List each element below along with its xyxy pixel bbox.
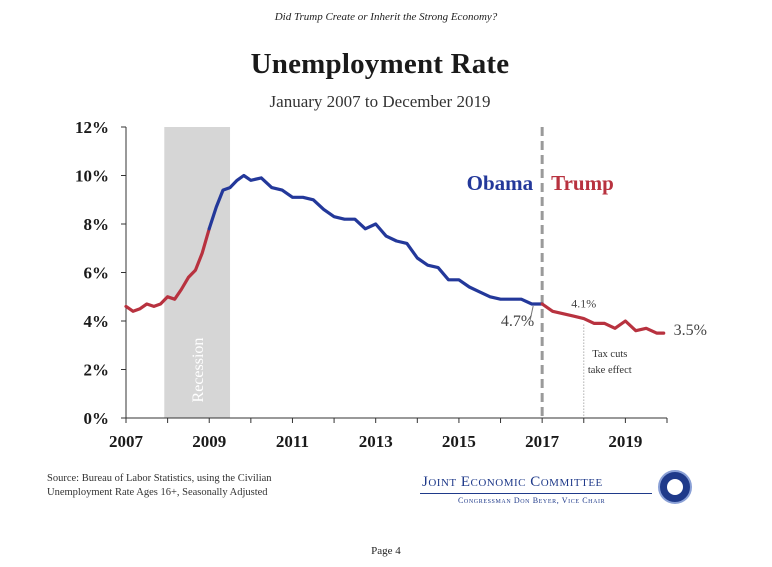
y-tick-label: 0% bbox=[84, 409, 110, 428]
recession-band bbox=[164, 127, 231, 418]
jec-logo: Joint Economic Committee Congressman Don… bbox=[412, 460, 712, 510]
x-tick-label: 2015 bbox=[442, 432, 476, 451]
chart-subtitle: January 2007 to December 2019 bbox=[269, 92, 491, 111]
x-tick-label: 2013 bbox=[359, 432, 393, 451]
x-tick-label: 2017 bbox=[525, 432, 560, 451]
annotation-tax-cut-value: 4.1% bbox=[571, 297, 596, 311]
source-note: Source: Bureau of Labor Statistics, usin… bbox=[47, 472, 347, 500]
recession-label: Recession bbox=[190, 338, 207, 403]
y-tick-label: 6% bbox=[84, 264, 110, 283]
y-tick-label: 2% bbox=[84, 361, 110, 380]
annotation-latest-value: 3.5% bbox=[674, 322, 707, 339]
x-tick-label: 2011 bbox=[276, 432, 309, 451]
y-tick-label: 8% bbox=[84, 215, 110, 234]
source-line-2: Unemployment Rate Ages 16+, Seasonally A… bbox=[47, 487, 268, 498]
annotation-tax-cuts: Tax cuts bbox=[592, 349, 627, 360]
chart-title: Unemployment Rate bbox=[250, 48, 510, 80]
source-line-1: Source: Bureau of Labor Statistics, usin… bbox=[47, 473, 272, 484]
y-tick-label: 10% bbox=[75, 167, 109, 186]
annotation-leader bbox=[529, 305, 534, 321]
page-number: Page 4 bbox=[371, 545, 401, 557]
document-header: Did Trump Create or Inherit the Strong E… bbox=[274, 11, 498, 23]
x-tick-label: 2009 bbox=[192, 432, 226, 451]
series-line-pre-obama-bush- bbox=[124, 227, 211, 313]
jec-divider bbox=[420, 493, 652, 494]
y-tick-label: 4% bbox=[84, 312, 110, 331]
x-tick-label: 2007 bbox=[109, 432, 144, 451]
legend-trump: Trump bbox=[551, 171, 614, 195]
series-line-trump bbox=[540, 302, 666, 335]
x-tick-label: 2019 bbox=[608, 432, 642, 451]
annotation-take-effect: take effect bbox=[588, 365, 632, 376]
jec-subtitle: Congressman Don Beyer, Vice Chair bbox=[458, 496, 606, 505]
y-tick-label: 12% bbox=[75, 118, 109, 137]
congress-seal-icon bbox=[658, 470, 692, 504]
series-line-obama bbox=[207, 173, 544, 306]
annotation-obama-end: 4.7% bbox=[501, 313, 534, 330]
legend-obama: Obama bbox=[467, 171, 534, 195]
jec-name: Joint Economic Committee bbox=[422, 474, 603, 490]
